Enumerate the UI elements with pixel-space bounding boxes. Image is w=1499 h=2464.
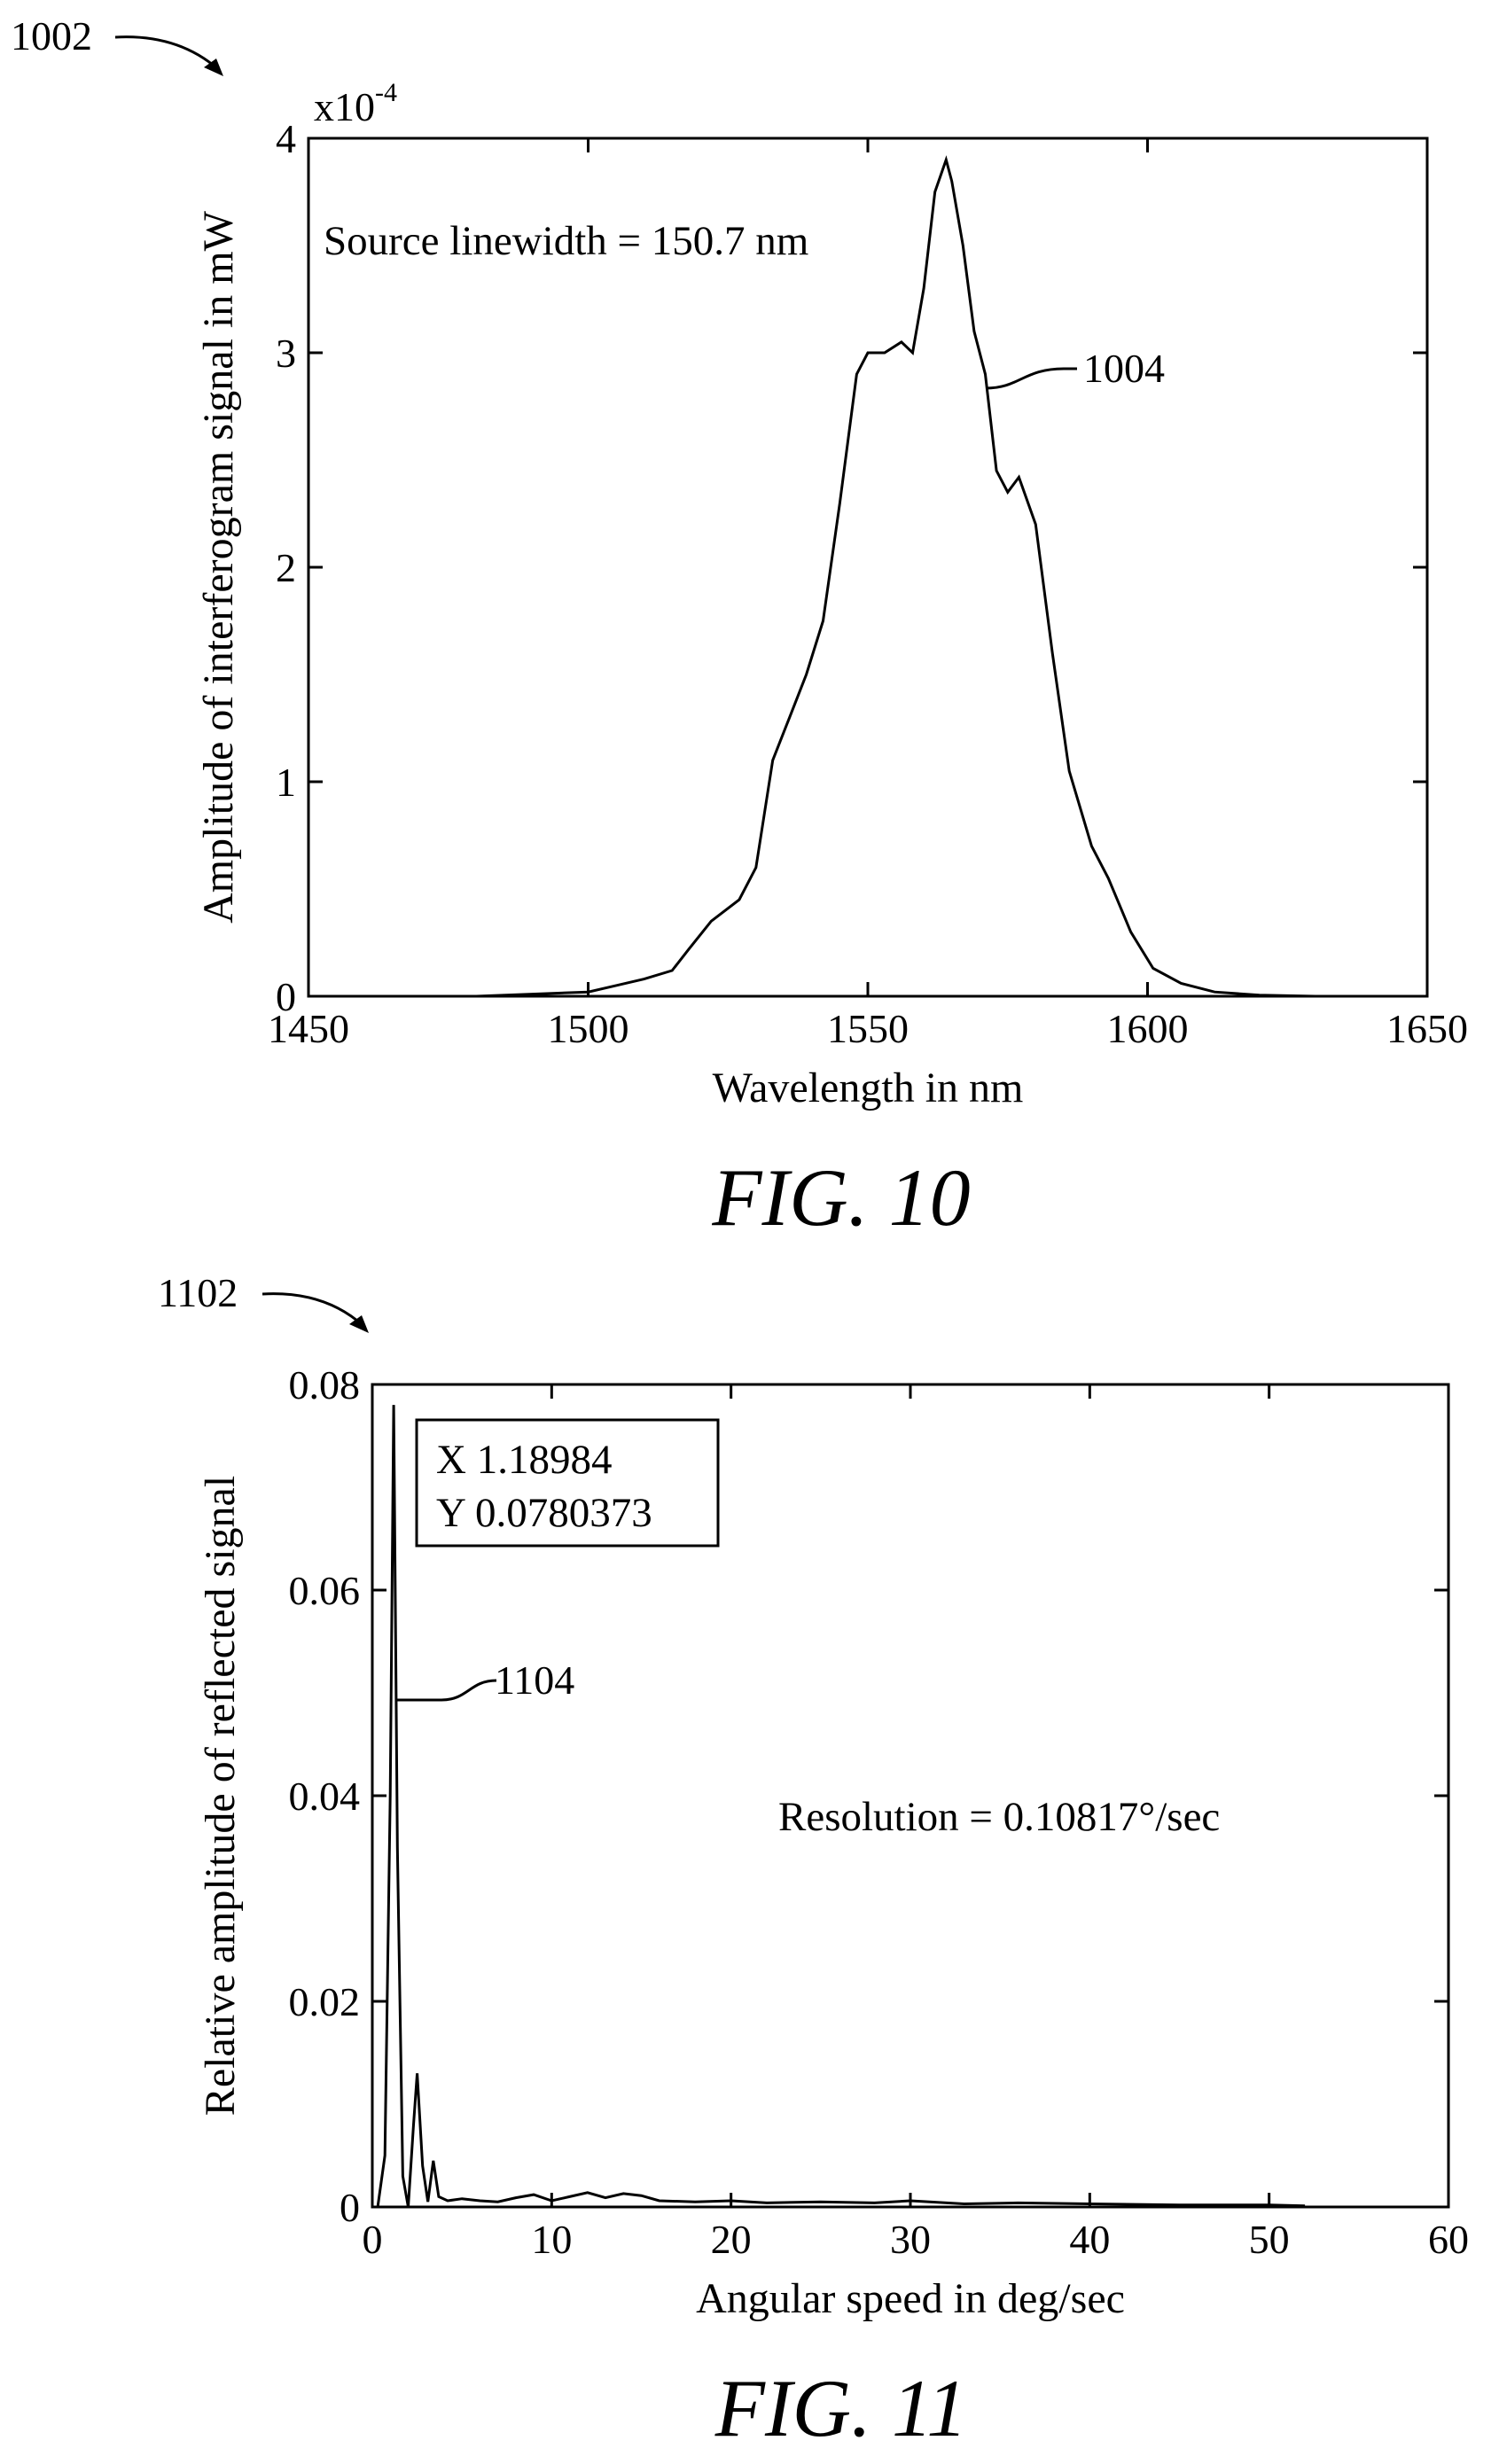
fig11-datatip-x: X 1.18984 xyxy=(436,1437,612,1483)
fig11-x-tick-label: 60 xyxy=(1428,2217,1469,2262)
fig11-curve-leader xyxy=(397,1679,497,1702)
fig11-reference-numeral: 1102 xyxy=(158,1270,238,1315)
fig11-x-tick-label: 10 xyxy=(531,2217,572,2262)
fig11-annotation: Resolution = 0.10817°/sec xyxy=(778,1794,1220,1840)
fig10-y-axis: 0 1 2 3 4 xyxy=(276,116,1427,1019)
fig10-y-tick-label: 0 xyxy=(276,974,296,1019)
fig11-y-tick-label: 0.08 xyxy=(289,1362,361,1407)
fig10-y-multiplier-base: x10 xyxy=(314,84,375,129)
fig11-datatip-box xyxy=(415,1418,720,1548)
fig10-x-tick-label: 1650 xyxy=(1386,1006,1468,1051)
fig11-x-tick-label: 30 xyxy=(890,2217,931,2262)
fig11-y-tick-label: 0 xyxy=(340,2185,360,2230)
fig10-y-tick-label: 4 xyxy=(276,116,296,161)
fig11-x-tick-label: 40 xyxy=(1069,2217,1110,2262)
fig10-reference-arrow xyxy=(114,35,219,71)
fig11-curve-numeral: 1104 xyxy=(495,1657,574,1703)
fig10-annotation: Source linewidth = 150.7 nm xyxy=(324,218,808,264)
fig10-reference-numeral: 1002 xyxy=(11,13,92,58)
fig11-x-axis-label: Angular speed in deg/sec xyxy=(696,2275,1125,2322)
fig10-plot-frame xyxy=(307,136,1429,998)
fig10-y-tick-label: 2 xyxy=(276,545,296,590)
fig11-chart: 1102 0 0.02 0.04 0.06 0.08 0 10 20 30 40 50 60 X 1… xyxy=(158,1270,1469,2453)
fig10-x-tick-label: 1600 xyxy=(1107,1006,1189,1051)
fig11-datatip: X 1.18984 Y 0.0780373 xyxy=(415,1418,720,1548)
fig11-x-tick-label: 20 xyxy=(711,2217,752,2262)
fig11-y-tick-label: 0.06 xyxy=(289,1568,361,1613)
fig10-y-axis-label: Amplitude of interferogram signal in mW xyxy=(195,210,242,923)
fig11-y-tick-label: 0.02 xyxy=(289,1979,361,2024)
fig10-figure-label: FIG. 10 xyxy=(711,1152,970,1243)
fig10-curve-numeral: 1004 xyxy=(1083,346,1165,391)
fig11-y-tick-label: 0.04 xyxy=(289,1774,361,1819)
fig11-y-axis-label: Relative amplitude of reflected signal xyxy=(197,1476,244,2116)
fig11-y-axis: 0 0.02 0.04 0.06 0.08 xyxy=(289,1362,1448,2230)
fig11-x-tick-label: 0 xyxy=(363,2217,383,2262)
fig11-series-line xyxy=(376,1405,1306,2208)
fig10-y-tick-label: 3 xyxy=(276,331,296,376)
fig10-y-multiplier: x10-4 xyxy=(314,78,397,129)
fig11-reference-arrow xyxy=(262,1292,365,1328)
fig10-chart: 1002 0 1 2 3 4 1450 1500 1550 1600 1650 x10-4 So… xyxy=(11,13,1468,1243)
fig10-x-tick-label: 1500 xyxy=(548,1006,629,1051)
fig11-datatip-y: Y 0.0780373 xyxy=(436,1490,652,1536)
fig10-y-tick-label: 1 xyxy=(276,760,296,805)
fig10-y-multiplier-exponent: -4 xyxy=(375,78,397,107)
fig10-x-tick-label: 1450 xyxy=(268,1006,349,1051)
fig11-reference-arrowhead xyxy=(349,1315,369,1333)
fig10-x-axis: 1450 1500 1550 1600 1650 xyxy=(268,138,1468,1051)
fig10-series-line xyxy=(476,155,1316,998)
fig10-reference-arrowhead xyxy=(204,58,223,76)
fig10-x-axis-label: Wavelength in nm xyxy=(713,1064,1024,1111)
fig11-x-axis: 0 10 20 30 40 50 60 xyxy=(363,1384,1469,2262)
fig11-figure-label: FIG. 11 xyxy=(714,2363,967,2453)
fig10-curve-leader xyxy=(985,367,1077,390)
fig10-x-tick-label: 1550 xyxy=(827,1006,909,1051)
fig11-x-tick-label: 50 xyxy=(1249,2217,1290,2262)
